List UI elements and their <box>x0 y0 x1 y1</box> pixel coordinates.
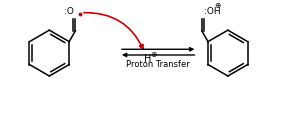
Text: Proton Transfer: Proton Transfer <box>126 60 190 69</box>
Text: ⊕: ⊕ <box>214 1 220 10</box>
Text: ⊕: ⊕ <box>150 50 157 59</box>
Text: :O: :O <box>64 7 73 16</box>
Text: :OH: :OH <box>204 7 220 16</box>
Text: H: H <box>144 54 151 64</box>
